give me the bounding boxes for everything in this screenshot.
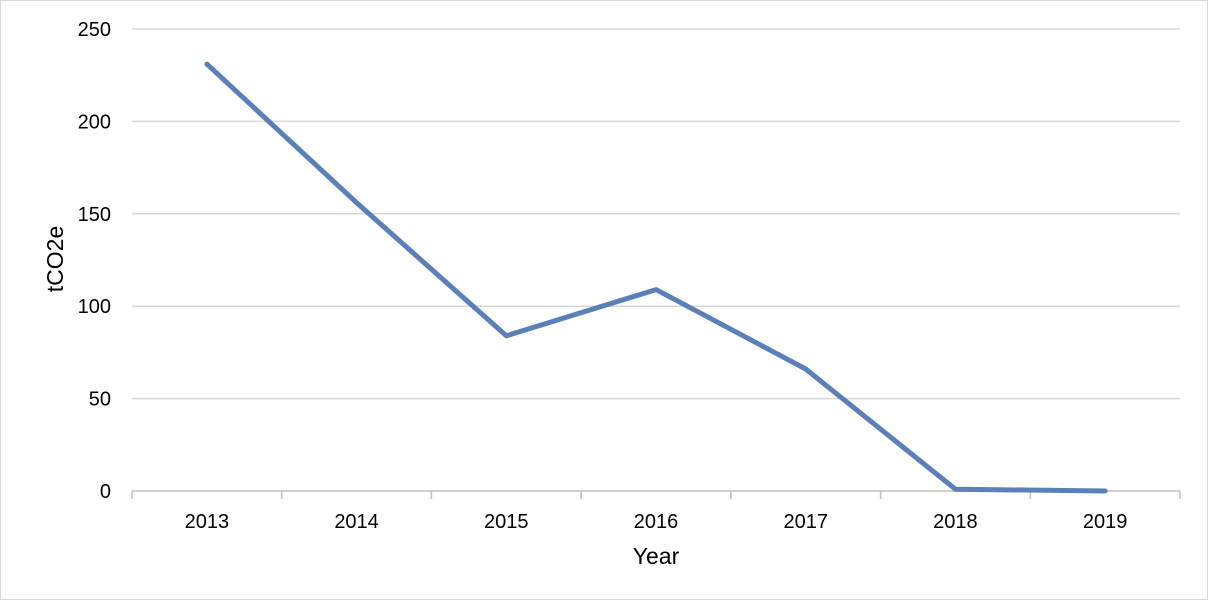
y-tick-label: 100 bbox=[78, 296, 111, 318]
x-tick-label: 2018 bbox=[933, 511, 978, 533]
x-tick-label: 2019 bbox=[1083, 511, 1128, 533]
x-axis-ticks: 2013 2014 2015 2016 2017 2018 2019 bbox=[131, 491, 1181, 533]
gridlines bbox=[132, 28, 1180, 400]
y-tick-label: 200 bbox=[78, 111, 111, 133]
y-axis-title: tCO2e bbox=[42, 226, 68, 292]
x-axis-title: Year bbox=[633, 543, 680, 569]
x-tick-label: 2014 bbox=[334, 511, 379, 533]
y-tick-label: 50 bbox=[89, 389, 111, 411]
y-tick-label: 150 bbox=[78, 204, 111, 226]
x-tick-label: 2013 bbox=[185, 511, 230, 533]
series-line bbox=[204, 61, 1108, 494]
x-tick-label: 2016 bbox=[634, 511, 679, 533]
y-tick-label: 250 bbox=[78, 19, 111, 41]
y-axis-ticks: 0 50 100 150 200 250 bbox=[78, 19, 111, 503]
x-tick-label: 2015 bbox=[484, 511, 529, 533]
y-tick-label: 0 bbox=[100, 481, 111, 503]
x-tick-label: 2017 bbox=[783, 511, 828, 533]
